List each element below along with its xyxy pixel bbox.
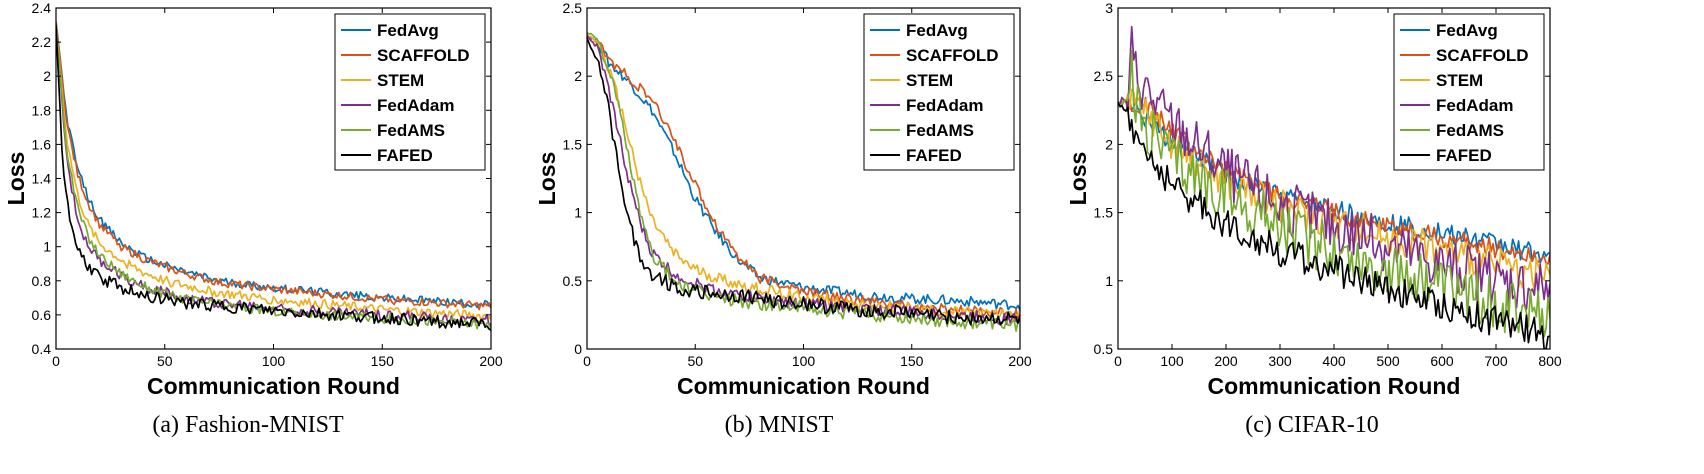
y-tick-label: 2.2 [32, 34, 52, 50]
legend-label-fedadam: FedAdam [377, 96, 454, 115]
x-tick-label: 600 [1430, 353, 1454, 369]
series-group [587, 31, 1020, 332]
series-line-stem [56, 25, 491, 321]
legend-label-fafed: FAFED [906, 146, 962, 165]
x-tick-label: 300 [1268, 353, 1292, 369]
y-tick-label: 0.6 [32, 307, 52, 323]
series-group [1118, 25, 1550, 349]
y-tick-label: 0.4 [32, 341, 52, 357]
legend-label-stem: STEM [1436, 71, 1483, 90]
y-tick-label: 2 [43, 68, 51, 84]
y-tick-label: 3 [1105, 0, 1113, 16]
chart-panel-1: 0 50 100 150 200 0.4 0.6 0.8 1 1.2 1.4 1.6 1.8 2 2.2 2.… [3, 0, 503, 438]
x-axis-label: Communication Round [677, 373, 930, 399]
x-tick-label: 0 [52, 353, 60, 369]
chart-panel-3: 0 100 200 300 400 500 600 700 800 0.5 1 1.5 2 2.5 3 Com… [1065, 0, 1562, 438]
y-tick-label: 1 [1105, 273, 1113, 289]
y-tick-label: 1.8 [32, 102, 52, 118]
series-group [56, 21, 491, 331]
y-tick-label: 0 [574, 341, 582, 357]
y-tick-label: 0.5 [563, 273, 583, 289]
x-tick-label: 500 [1376, 353, 1400, 369]
legend-label-fedadam: FedAdam [1436, 96, 1513, 115]
y-tick-label: 1 [574, 205, 582, 221]
legend: FedAvg SCAFFOLD STEM FedAdam FedAMS FAFED [1393, 13, 1545, 171]
x-tick-label: 50 [687, 353, 703, 369]
x-tick-label: 800 [1538, 353, 1562, 369]
y-tick-label: 0.8 [32, 273, 52, 289]
y-tick-label: 2.4 [32, 0, 52, 16]
legend-box [334, 13, 486, 171]
x-tick-label: 50 [157, 353, 173, 369]
legend-label-fafed: FAFED [377, 146, 433, 165]
legend-label-fedams: FedAMS [906, 121, 974, 140]
series-line-fedavg [587, 34, 1020, 311]
y-tick-label: 2 [574, 68, 582, 84]
legend-label-fedavg: FedAvg [1436, 21, 1498, 40]
panel-caption: (b) MNIST [725, 412, 834, 438]
legend-label-fafed: FAFED [1436, 146, 1492, 165]
x-axis-label: Communication Round [1208, 373, 1461, 399]
series-line-scaffold [56, 21, 491, 311]
panel-caption: (c) CIFAR-10 [1245, 412, 1379, 438]
legend-label-stem: STEM [377, 71, 424, 90]
x-tick-label: 200 [479, 353, 503, 369]
legend-label-scaffold: SCAFFOLD [377, 46, 470, 65]
x-axis-label: Communication Round [147, 373, 400, 399]
y-tick-label: 1.4 [32, 171, 52, 187]
y-axis-label: Loss [1065, 152, 1091, 206]
x-tick-label: 100 [262, 353, 286, 369]
y-tick-label: 1.5 [563, 136, 583, 152]
y-tick-label: 1 [43, 239, 51, 255]
y-tick-label: 1.6 [32, 136, 52, 152]
x-tick-label: 0 [1114, 353, 1122, 369]
legend: FedAvg SCAFFOLD STEM FedAdam FedAMS FAFED [334, 13, 486, 171]
series-line-fafed [1118, 101, 1550, 349]
x-tick-label: 0 [583, 353, 591, 369]
y-tick-label: 2.5 [1094, 68, 1114, 84]
legend: FedAvg SCAFFOLD STEM FedAdam FedAMS FAFED [863, 13, 1015, 171]
series-line-scaffold [587, 34, 1020, 319]
x-tick-label: 100 [792, 353, 816, 369]
series-line-fafed [587, 37, 1020, 326]
legend-label-fedams: FedAMS [377, 121, 445, 140]
y-tick-label: 2.5 [563, 0, 583, 16]
chart-panel-2: 0 50 100 150 200 0 0.5 1 1.5 2 2.5 Communication Ro… [534, 0, 1032, 438]
y-axis-label: Loss [534, 152, 560, 206]
legend-label-stem: STEM [906, 71, 953, 90]
legend-label-scaffold: SCAFFOLD [1436, 46, 1529, 65]
legend-label-fedavg: FedAvg [906, 21, 968, 40]
y-tick-label: 0.5 [1094, 341, 1114, 357]
x-tick-label: 150 [371, 353, 395, 369]
legend-label-fedams: FedAMS [1436, 121, 1504, 140]
series-line-fedavg [56, 21, 491, 309]
legend-box [1393, 13, 1545, 171]
y-tick-label: 1.5 [1094, 205, 1114, 221]
x-tick-label: 400 [1322, 353, 1346, 369]
legend-label-fedavg: FedAvg [377, 21, 439, 40]
x-tick-label: 100 [1160, 353, 1184, 369]
legend-box [863, 13, 1015, 171]
x-tick-label: 200 [1214, 353, 1238, 369]
y-tick-label: 1.2 [32, 205, 52, 221]
y-axis-label: Loss [3, 152, 29, 206]
x-tick-label: 700 [1484, 353, 1508, 369]
legend-label-scaffold: SCAFFOLD [906, 46, 999, 65]
legend-label-fedadam: FedAdam [906, 96, 983, 115]
series-line-fafed [56, 25, 491, 331]
x-tick-label: 150 [900, 353, 924, 369]
x-tick-label: 200 [1008, 353, 1032, 369]
panel-caption: (a) Fashion-MNIST [152, 412, 344, 438]
y-tick-label: 2 [1105, 136, 1113, 152]
series-line-fedams [1118, 49, 1550, 338]
